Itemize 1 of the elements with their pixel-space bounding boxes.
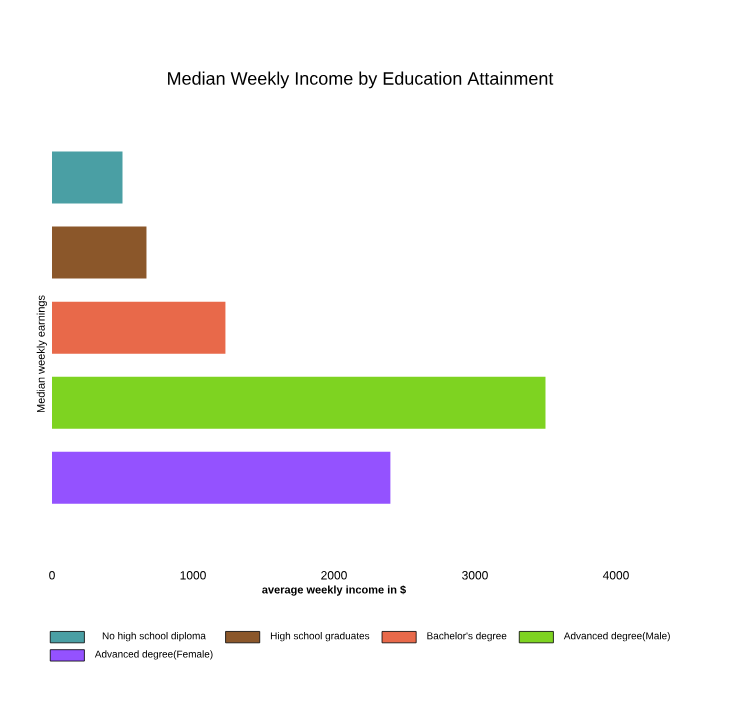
chart-title: Median Weekly Income by Education Attainment xyxy=(168,71,554,89)
